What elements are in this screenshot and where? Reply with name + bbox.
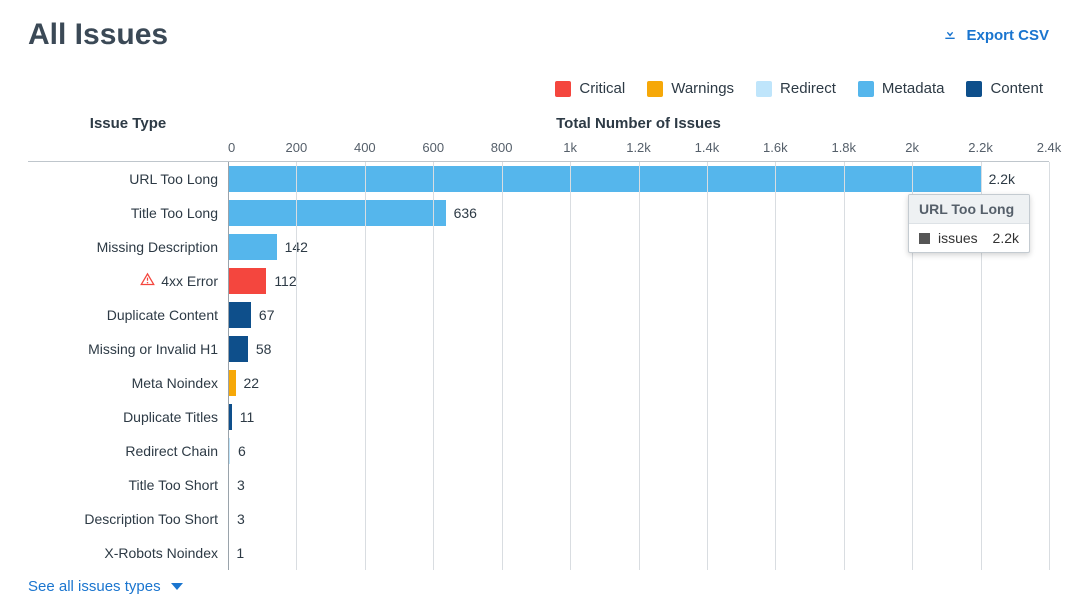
page-title: All Issues	[28, 18, 168, 52]
legend-label: Redirect	[780, 80, 836, 97]
x-tick-label: 1.8k	[831, 140, 856, 155]
y-axis-title: Issue Type	[28, 115, 228, 132]
tooltip-value: 2.2k	[993, 230, 1019, 246]
legend-item[interactable]: Content	[966, 80, 1043, 97]
legend-item[interactable]: Warnings	[647, 80, 734, 97]
issue-type-text: Meta Noindex	[132, 375, 218, 391]
chart-bar[interactable]	[228, 166, 981, 192]
grid-line	[296, 162, 297, 570]
issue-type-label[interactable]: X-Robots Noindex	[28, 545, 228, 561]
issue-type-label[interactable]: 4xx Error	[28, 272, 228, 290]
legend-swatch	[555, 81, 571, 97]
grid-line	[365, 162, 366, 570]
chart-bar[interactable]	[228, 336, 248, 362]
issue-type-text: X-Robots Noindex	[104, 545, 218, 561]
issue-type-text: Duplicate Content	[107, 307, 218, 323]
warning-triangle-icon	[140, 272, 155, 290]
tooltip-series-swatch	[919, 233, 930, 244]
issue-type-label[interactable]: URL Too Long	[28, 171, 228, 187]
issue-type-text: Duplicate Titles	[123, 409, 218, 425]
issue-type-label[interactable]: Missing or Invalid H1	[28, 341, 228, 357]
issue-type-label[interactable]: Title Too Long	[28, 205, 228, 221]
grid-line	[502, 162, 503, 570]
bar-value-label: 3	[237, 511, 245, 527]
bar-value-label: 636	[454, 205, 477, 221]
issue-type-text: Missing Description	[97, 239, 218, 255]
grid-line	[844, 162, 845, 570]
grid-line	[228, 162, 229, 570]
tooltip-series-label: issues	[938, 230, 978, 246]
issues-chart: Issue Type Total Number of Issues URL To…	[28, 115, 1049, 596]
issue-type-label[interactable]: Description Too Short	[28, 511, 228, 527]
issue-type-text: Redirect Chain	[125, 443, 218, 459]
bar-value-label: 22	[244, 375, 260, 391]
legend-label: Warnings	[671, 80, 734, 97]
chart-tooltip: URL Too Long issues 2.2k	[908, 194, 1030, 253]
chart-bar[interactable]	[228, 302, 251, 328]
legend-label: Content	[990, 80, 1043, 97]
issue-type-label[interactable]: Duplicate Content	[28, 307, 228, 323]
legend-swatch	[647, 81, 663, 97]
x-tick-label: 0	[228, 140, 235, 155]
x-tick-label: 400	[354, 140, 376, 155]
x-axis-title: Total Number of Issues	[228, 115, 1049, 132]
download-icon	[942, 25, 958, 45]
issue-type-label[interactable]: Meta Noindex	[28, 375, 228, 391]
legend-swatch	[858, 81, 874, 97]
legend-label: Critical	[579, 80, 625, 97]
tooltip-title: URL Too Long	[909, 195, 1029, 224]
chevron-down-icon	[171, 583, 183, 590]
grid-line	[775, 162, 776, 570]
legend-item[interactable]: Critical	[555, 80, 625, 97]
legend-label: Metadata	[882, 80, 945, 97]
see-all-issue-types-link[interactable]: See all issues types	[28, 578, 183, 595]
bar-value-label: 1	[236, 545, 244, 561]
bar-value-label: 2.2k	[989, 171, 1015, 187]
issue-type-label[interactable]: Title Too Short	[28, 477, 228, 493]
grid-line	[1049, 162, 1050, 570]
x-tick-label: 600	[422, 140, 444, 155]
bar-value-label: 3	[237, 477, 245, 493]
chart-bar[interactable]	[228, 234, 277, 260]
x-tick-label: 200	[286, 140, 308, 155]
export-csv-button[interactable]: Export CSV	[942, 25, 1049, 45]
chart-bar[interactable]	[228, 200, 446, 226]
issue-type-text: Title Too Short	[129, 477, 219, 493]
chart-bar[interactable]	[228, 268, 266, 294]
bar-value-label: 112	[274, 273, 296, 289]
legend-swatch	[756, 81, 772, 97]
bar-value-label: 11	[240, 409, 255, 425]
issue-type-label[interactable]: Redirect Chain	[28, 443, 228, 459]
grid-line	[639, 162, 640, 570]
see-all-label: See all issues types	[28, 578, 161, 595]
bar-value-label: 67	[259, 307, 275, 323]
issue-type-text: URL Too Long	[129, 171, 218, 187]
x-tick-label: 1.2k	[626, 140, 651, 155]
x-tick-label: 2k	[905, 140, 919, 155]
x-tick-label: 1.4k	[695, 140, 720, 155]
legend-item[interactable]: Metadata	[858, 80, 945, 97]
legend-item[interactable]: Redirect	[756, 80, 836, 97]
chart-bar[interactable]	[228, 370, 236, 396]
x-tick-label: 1.6k	[763, 140, 788, 155]
issue-type-text: Missing or Invalid H1	[88, 341, 218, 357]
bar-value-label: 58	[256, 341, 272, 357]
x-tick-label: 800	[491, 140, 513, 155]
x-tick-label: 1k	[563, 140, 577, 155]
issue-type-text: 4xx Error	[161, 273, 218, 289]
grid-line	[570, 162, 571, 570]
legend-swatch	[966, 81, 982, 97]
export-csv-label: Export CSV	[966, 27, 1049, 44]
grid-line	[433, 162, 434, 570]
issue-type-label[interactable]: Missing Description	[28, 239, 228, 255]
x-tick-label: 2.4k	[1037, 140, 1062, 155]
issue-type-text: Description Too Short	[84, 511, 218, 527]
bar-value-label: 6	[238, 443, 246, 459]
x-tick-label: 2.2k	[968, 140, 993, 155]
chart-legend: Critical Warnings Redirect Metadata Content	[28, 80, 1049, 97]
issue-type-text: Title Too Long	[131, 205, 218, 221]
issue-type-label[interactable]: Duplicate Titles	[28, 409, 228, 425]
grid-line	[707, 162, 708, 570]
